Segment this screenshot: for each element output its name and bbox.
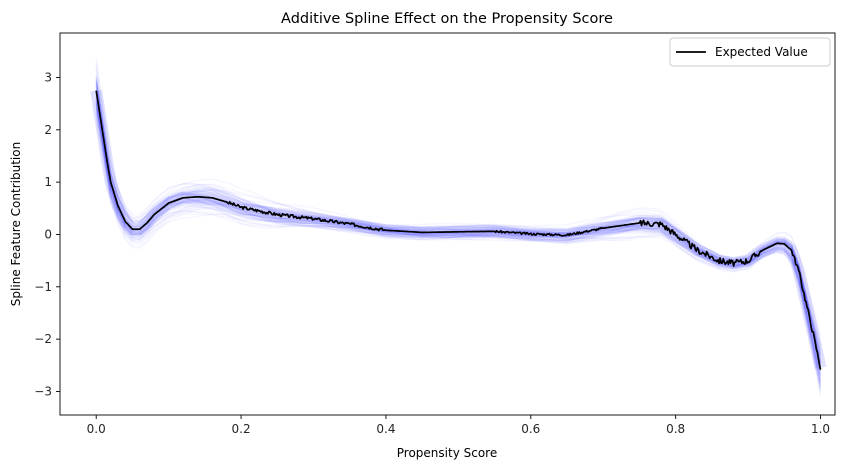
y-tick-label: 1 (44, 175, 52, 189)
legend-box (669, 37, 831, 67)
x-tick-label: 0.2 (232, 422, 251, 436)
x-tick-label: 0.6 (521, 422, 540, 436)
y-tick-label: −3 (34, 384, 52, 398)
y-tick-label: 0 (44, 227, 52, 241)
y-tick-label: 3 (44, 70, 52, 84)
chart-title: Additive Spline Effect on the Propensity… (281, 11, 613, 27)
x-tick-label: 1.0 (811, 422, 830, 436)
expected-value-line (95, 90, 822, 370)
x-tick-label: 0.4 (376, 422, 395, 436)
x-axis-label: Propensity Score (397, 446, 497, 460)
x-tick-label: 0.8 (666, 422, 685, 436)
plot-frame (59, 32, 836, 416)
y-tick-label: −2 (34, 332, 52, 346)
x-tick-label: 0.0 (87, 422, 106, 436)
y-tick-label: −1 (34, 280, 52, 294)
legend-entry-expected-value: Expected Value (715, 45, 808, 59)
y-tick-label: 2 (44, 123, 52, 137)
y-axis-label: Spline Feature Contribution (9, 142, 23, 306)
expected-value-layer (95, 90, 822, 370)
x-axis-ticks: 0.0 0.2 0.4 0.6 0.8 1.0 (87, 415, 830, 436)
legend: Expected Value (669, 37, 831, 67)
y-axis-ticks: −3 −2 −1 0 1 2 3 (34, 70, 60, 398)
